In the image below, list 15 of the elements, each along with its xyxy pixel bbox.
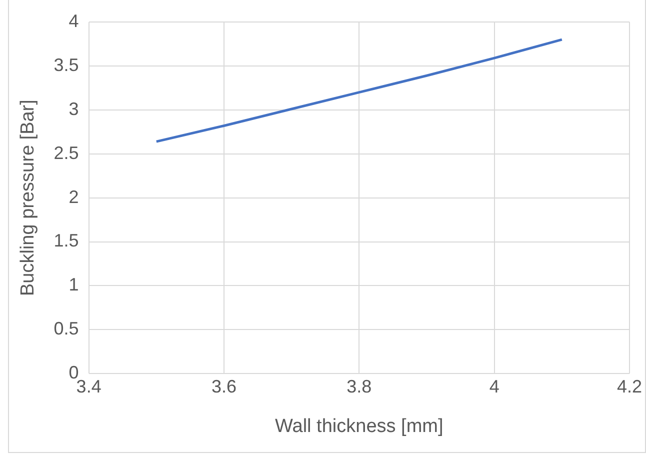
x-tick-label: 3.4 <box>76 376 102 396</box>
x-tick-label: 4 <box>489 376 500 396</box>
y-tick-label: 1 <box>68 274 79 295</box>
y-tick-label: 1.5 <box>54 230 79 251</box>
y-tick-label: 2.5 <box>54 142 79 163</box>
x-tick-label: 3.6 <box>211 376 237 396</box>
y-tick-label: 4 <box>68 10 79 31</box>
x-axis-title: Wall thickness [mm] <box>275 416 444 437</box>
y-tick-label: 0.5 <box>54 318 79 339</box>
y-tick-label: 2 <box>68 186 79 207</box>
y-tick-label: 3.5 <box>54 54 79 75</box>
x-tick-label: 3.8 <box>346 376 372 396</box>
y-axis-title: Buckling pressure [Bar] <box>18 100 39 296</box>
y-tick-label: 3 <box>68 98 79 119</box>
x-tick-label: 4.2 <box>616 376 642 396</box>
